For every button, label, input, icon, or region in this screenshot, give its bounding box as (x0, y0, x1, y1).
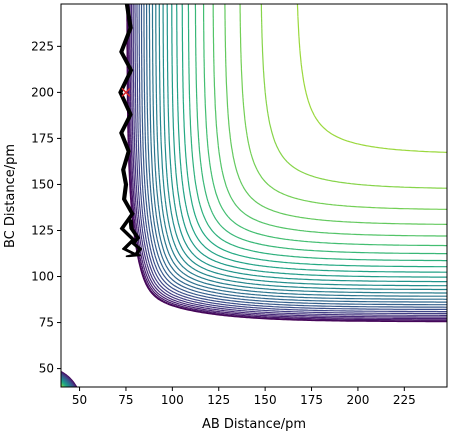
y-axis-label: BC Distance/pm (3, 144, 18, 248)
y-tick-label: 75 (39, 316, 54, 330)
contour-level-line (61, 4, 447, 387)
x-axis-label: AB Distance/pm (202, 417, 306, 432)
x-tick-label: 175 (300, 393, 323, 407)
contour-level-line (61, 4, 447, 387)
contour-level-line (61, 4, 447, 387)
contour-level-line (61, 4, 447, 387)
contour-level-line (61, 4, 447, 387)
contour-level-line (61, 4, 447, 387)
start-point-marker (121, 87, 131, 97)
y-tick-label: 100 (31, 270, 54, 284)
contour-level-line (61, 4, 447, 387)
y-tick-label: 125 (31, 223, 54, 237)
contour-level-line (61, 4, 447, 387)
plot-frame (60, 3, 448, 388)
x-tick-label: 150 (254, 393, 277, 407)
contour-level-line (61, 4, 447, 387)
y-axis-ticks: 50 75 100 125 150 175 200 225 (31, 39, 61, 376)
contour-level-line (61, 4, 447, 387)
y-tick-label: 150 (31, 177, 54, 191)
contour-level-line (61, 4, 447, 387)
contour-level-line (61, 4, 447, 387)
contour-level-line (61, 4, 447, 387)
x-tick-label: 75 (118, 393, 133, 407)
contour-level-line (61, 4, 447, 387)
contour-lines (61, 4, 447, 387)
contour-level-line (61, 4, 447, 387)
contour-level-line (61, 4, 447, 387)
x-tick-label: 200 (346, 393, 369, 407)
contour-level-line (61, 4, 447, 387)
y-tick-label: 175 (31, 131, 54, 145)
contour-level-line (61, 4, 447, 387)
contour-level-line (61, 4, 447, 387)
contour-level-line (61, 4, 447, 387)
x-axis-ticks: 50 75 100 125 150 175 200 225 (72, 387, 416, 407)
y-tick-label: 50 (39, 362, 54, 376)
y-tick-label: 200 (31, 85, 54, 99)
contour-level-line (61, 4, 447, 387)
x-tick-label: 50 (72, 393, 87, 407)
contour-level-line (61, 4, 447, 387)
y-tick-label: 225 (31, 39, 54, 53)
contour-level-line (61, 4, 447, 387)
contour-level-line (61, 4, 447, 387)
contour-level-line (61, 4, 447, 387)
x-tick-label: 125 (207, 393, 230, 407)
contour-level-line (61, 4, 447, 387)
x-tick-label: 225 (393, 393, 416, 407)
x-tick-label: 100 (161, 393, 184, 407)
contour-level-line (61, 4, 447, 387)
contour-level-line (61, 4, 447, 387)
contour-level-line (61, 4, 447, 387)
trajectory-layer (118, 4, 142, 258)
